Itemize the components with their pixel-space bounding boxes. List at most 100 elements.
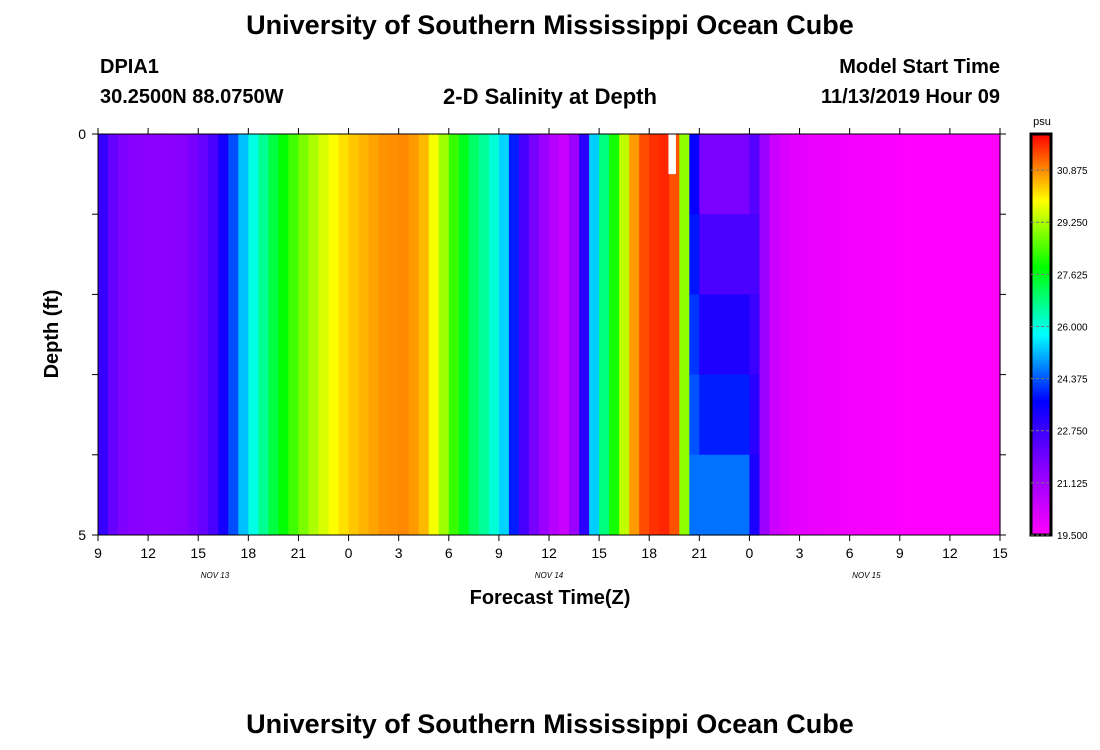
heatmap-column xyxy=(178,134,189,535)
heatmap-cell xyxy=(719,294,730,376)
heatmap-column xyxy=(869,134,881,535)
heatmap-column xyxy=(939,134,951,535)
heatmap-column xyxy=(989,134,1001,535)
heatmap-cell xyxy=(679,454,690,536)
heatmap-cell xyxy=(749,374,761,456)
model-start-value: 11/13/2019 Hour 09 xyxy=(820,86,1000,108)
heatmap-column xyxy=(328,134,340,535)
colorbar-tick-label: 19.500 xyxy=(1057,531,1088,542)
heatmap-column xyxy=(919,134,931,535)
colorbar: psu 30.875 29.250 27.625 26.000 24.375 22.750… xyxy=(1029,116,1088,542)
heatmap-column xyxy=(809,134,821,535)
x-tick-label: 6 xyxy=(846,545,854,561)
heatmap-column xyxy=(759,134,771,535)
heatmap-column xyxy=(969,134,981,535)
heatmap-column xyxy=(508,134,520,535)
heatmap-cell xyxy=(739,454,751,536)
heatmap-cell xyxy=(739,134,751,215)
heatmap-column xyxy=(168,134,179,535)
heatmap-column xyxy=(829,134,841,535)
heatmap-column xyxy=(418,134,430,535)
x-tick-label: 15 xyxy=(591,545,607,561)
date-label: NOV 13 xyxy=(201,571,230,580)
heatmap-column xyxy=(478,134,490,535)
heatmap-cell xyxy=(709,454,720,536)
y-axis: 05 xyxy=(78,126,1006,543)
heatmap-cell xyxy=(689,214,700,295)
heatmap-column xyxy=(549,134,560,535)
heatmap-cell xyxy=(699,214,710,295)
heatmap-cell xyxy=(689,454,700,536)
station-id: DPIA1 xyxy=(100,56,159,78)
heatmap-cell xyxy=(699,134,710,215)
x-tick-label: 18 xyxy=(641,545,657,561)
heatmap-cell xyxy=(689,134,700,215)
heatmap-cell xyxy=(709,374,720,456)
heatmap-column xyxy=(308,134,320,535)
heatmap-column xyxy=(208,134,219,535)
x-tick-label: 9 xyxy=(495,545,503,561)
colorbar-gradient xyxy=(1029,132,1053,537)
x-tick-label: 18 xyxy=(241,545,257,561)
y-tick-label: 5 xyxy=(78,527,86,543)
x-axis: 9 12 15 18 21 0 3 6 9 12 15 18 21 0 3 6 9 12 15 NOV 13 NOV 1… xyxy=(94,128,1008,580)
heatmap-column xyxy=(198,134,209,535)
heatmap-column xyxy=(528,134,540,535)
heatmap-column xyxy=(839,134,851,535)
heatmap-column xyxy=(288,134,300,535)
heatmap-column xyxy=(929,134,941,535)
heatmap-column xyxy=(488,134,500,535)
heatmap-column xyxy=(108,134,119,535)
heatmap-column xyxy=(879,134,891,535)
plot-title: 2-D Salinity at Depth xyxy=(443,84,657,109)
heatmap-cell xyxy=(719,214,730,295)
heatmap-column xyxy=(579,134,590,535)
heatmap-cell xyxy=(679,374,690,456)
heatmap-column xyxy=(428,134,440,535)
station-coordinates: 30.2500N 88.0750W xyxy=(100,86,284,108)
colorbar-tick-label: 24.375 xyxy=(1057,375,1088,386)
heatmap-column xyxy=(609,134,620,535)
heatmap-column xyxy=(819,134,831,535)
heatmap-column xyxy=(769,134,781,535)
heatmap-column xyxy=(669,134,680,535)
heatmap-column xyxy=(779,134,791,535)
heatmap-column xyxy=(98,134,109,535)
heatmap-column xyxy=(559,134,570,535)
x-tick-label: 15 xyxy=(190,545,206,561)
heatmap-column xyxy=(318,134,330,535)
heatmap-cell xyxy=(749,214,761,295)
heatmap-cell xyxy=(699,374,710,456)
heatmap-column xyxy=(218,134,229,535)
heatmap-column xyxy=(498,134,510,535)
heatmap-column xyxy=(118,134,129,535)
heatmap-cell xyxy=(679,294,690,376)
heatmap-column xyxy=(268,134,279,535)
heatmap-column xyxy=(538,134,550,535)
heatmap-cell xyxy=(729,454,741,536)
top-title: University of Southern Mississippi Ocean… xyxy=(246,10,854,40)
heatmap-column xyxy=(158,134,169,535)
x-tick-label: 9 xyxy=(896,545,904,561)
x-tick-label: 12 xyxy=(942,545,958,561)
heatmap-column xyxy=(659,134,670,535)
date-label: NOV 14 xyxy=(535,571,564,580)
heatmap-column xyxy=(949,134,961,535)
heatmap-column xyxy=(649,134,660,535)
heatmap-column xyxy=(358,134,370,535)
heatmap-column xyxy=(388,134,400,535)
heatmap-column xyxy=(569,134,580,535)
heatmap-column xyxy=(789,134,801,535)
heatmap-column xyxy=(238,134,249,535)
heatmap-column xyxy=(979,134,991,535)
model-start-label: Model Start Time xyxy=(839,56,1000,78)
heatmap-column xyxy=(629,134,640,535)
heatmap-column xyxy=(258,134,269,535)
heatmap-column xyxy=(849,134,861,535)
heatmap-column xyxy=(438,134,450,535)
x-tick-label: 3 xyxy=(796,545,804,561)
heatmap-cell xyxy=(739,214,751,295)
heatmap-cell xyxy=(719,374,730,456)
heatmap-cell xyxy=(719,454,730,536)
